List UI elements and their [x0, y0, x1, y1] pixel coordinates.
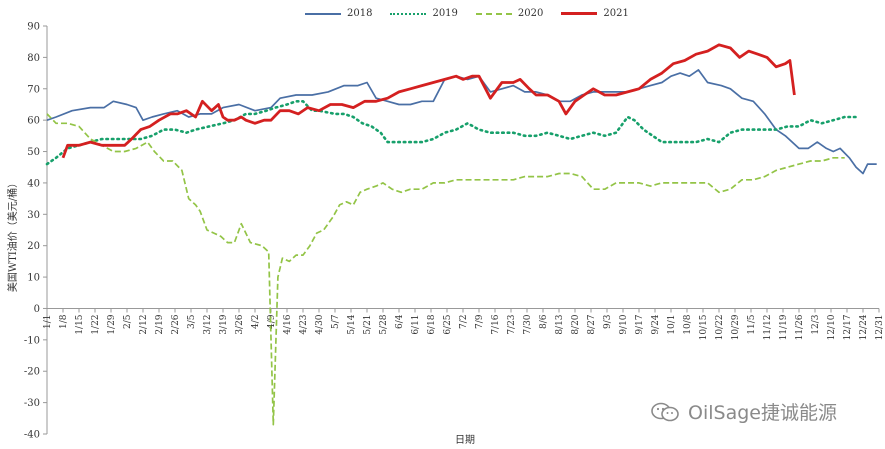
x-tick-label: 1/15 — [75, 314, 85, 334]
x-tick-label: 12/17 — [843, 314, 853, 340]
x-tick-label: 9/3 — [603, 314, 613, 329]
x-axis-title: 日期 — [455, 434, 475, 446]
x-tick-label: 6/11 — [411, 314, 421, 334]
series-line-2019 — [45, 100, 858, 166]
x-tick-label: 1/1 — [43, 314, 53, 328]
chart-legend: 2018 2019 2020 2021 — [305, 8, 647, 19]
x-tick-label: 3/19 — [219, 314, 229, 334]
x-tick-label: 3/12 — [203, 314, 213, 334]
x-tick-label: 9/17 — [635, 314, 645, 334]
x-tick-label: 8/20 — [571, 314, 581, 334]
series-line-2018 — [46, 69, 877, 175]
x-tick-label: 8/27 — [587, 314, 597, 334]
x-tick-label: 5/21 — [363, 314, 373, 334]
x-tick-label: 7/16 — [491, 314, 501, 334]
x-tick-label: 6/4 — [395, 314, 405, 329]
x-tick-label: 9/10 — [619, 314, 629, 334]
y-tick-label: -10 — [24, 335, 40, 346]
legend-label: 2018 — [347, 8, 373, 19]
x-tick-label: 4/16 — [283, 314, 293, 334]
x-tick-label: 10/29 — [731, 314, 741, 340]
x-tick-label: 7/9 — [475, 314, 485, 329]
x-tick-label: 7/23 — [507, 314, 517, 334]
wechat-icon — [651, 402, 679, 421]
y-tick-label: 80 — [27, 53, 40, 64]
x-tick-label: 1/22 — [91, 314, 101, 334]
watermark-text: OilSage捷诚能源 — [688, 402, 837, 424]
series-line-2020 — [46, 113, 845, 426]
y-tick-label: 10 — [27, 273, 40, 284]
x-tick-label: 1/29 — [107, 314, 117, 334]
y-tick-label: 60 — [27, 116, 40, 127]
x-tick-label: 5/14 — [347, 314, 357, 334]
x-tick-label: 12/3 — [811, 314, 821, 334]
x-tick-label: 10/22 — [715, 314, 725, 340]
x-tick-label: 4/9 — [267, 314, 277, 329]
x-tick-label: 2/5 — [123, 314, 133, 329]
x-tick-label: 11/26 — [795, 314, 805, 340]
legend-swatch — [305, 12, 341, 15]
x-tick-label: 10/8 — [683, 314, 693, 334]
x-tick-label: 12/10 — [827, 314, 837, 340]
x-tick-label: 2/19 — [155, 314, 165, 334]
x-tick-label: 6/18 — [427, 314, 437, 334]
y-axis-title: 美国WTI油价（美元/桶） — [6, 178, 19, 292]
series-layer — [45, 43, 877, 426]
x-tick-label: 6/25 — [443, 314, 453, 334]
y-tick-label: 0 — [34, 304, 40, 315]
x-tick-label: 11/5 — [747, 314, 757, 334]
x-axis: 1/1 1/8 1/15 1/22 1/29 2/5 2/12 2/19 2/26 3/5 3/12… — [43, 307, 885, 340]
y-tick-label: -20 — [24, 367, 40, 378]
legend-swatch — [390, 12, 427, 15]
x-tick-label: 5/28 — [379, 314, 389, 334]
x-tick-label: 10/1 — [667, 314, 677, 334]
y-axis: -40 -30 -20 -10 0 10 20 30 40 50 60 70 80 90 — [24, 22, 48, 441]
x-tick-label: 8/6 — [539, 314, 549, 329]
watermark: OilSage捷诚能源 — [650, 398, 837, 425]
y-tick-label: -40 — [24, 430, 40, 441]
x-tick-label: 1/8 — [59, 314, 69, 329]
legend-swatch — [475, 12, 512, 15]
legend-label: 2021 — [603, 8, 629, 19]
y-tick-label: 70 — [27, 84, 40, 95]
x-tick-label: 2/12 — [139, 314, 149, 334]
y-tick-label: 30 — [27, 210, 40, 221]
x-tick-label: 7/2 — [459, 314, 469, 328]
legend-swatch — [561, 12, 598, 15]
x-tick-label: 3/26 — [235, 314, 245, 334]
legend-item-2020: 2020 — [475, 8, 544, 19]
legend-label: 2019 — [432, 8, 458, 19]
x-tick-label: 11/12 — [763, 314, 773, 340]
y-tick-label: 50 — [27, 147, 40, 158]
legend-label: 2020 — [517, 8, 544, 19]
series-line-2021 — [61, 43, 796, 159]
x-tick-label: 10/15 — [699, 314, 709, 340]
y-tick-label: -30 — [24, 398, 40, 409]
x-tick-label: 12/24 — [859, 314, 869, 340]
x-tick-label: 3/5 — [187, 314, 197, 329]
x-tick-label: 8/13 — [555, 314, 565, 334]
x-tick-label: 2/26 — [171, 314, 181, 334]
legend-item-2018: 2018 — [305, 8, 372, 19]
legend-item-2021: 2021 — [561, 8, 629, 19]
x-tick-label: 12/31 — [875, 314, 885, 340]
x-tick-label: 4/23 — [299, 314, 309, 334]
x-tick-label: 9/24 — [651, 314, 661, 334]
y-tick-label: 90 — [27, 22, 40, 33]
x-tick-label: 4/2 — [251, 314, 261, 328]
y-tick-label: 20 — [27, 241, 40, 252]
x-tick-label: 11/19 — [779, 314, 789, 340]
y-tick-label: 40 — [27, 178, 40, 189]
x-tick-label: 5/7 — [331, 314, 341, 329]
x-tick-label: 4/30 — [315, 314, 325, 334]
legend-item-2019: 2019 — [390, 8, 458, 19]
x-tick-label: 7/30 — [523, 314, 533, 334]
